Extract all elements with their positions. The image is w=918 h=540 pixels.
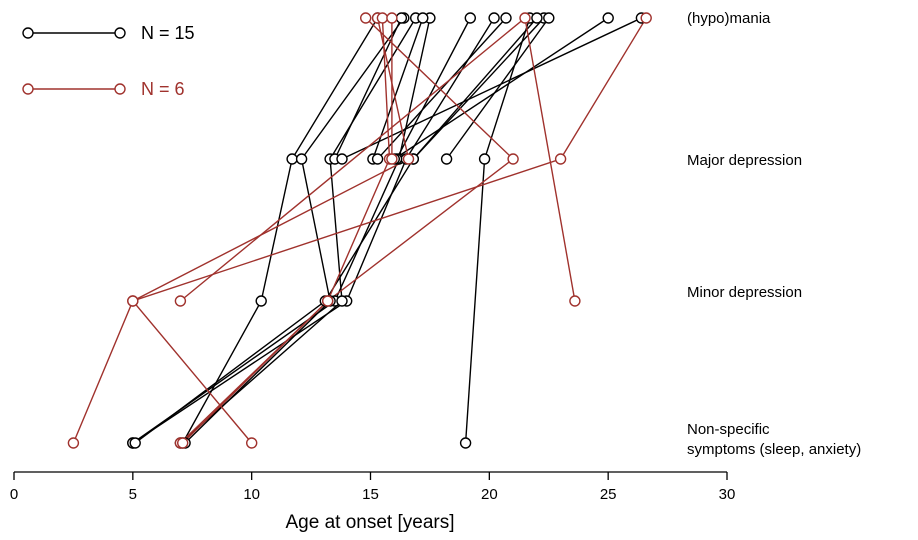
data-point-series1-12-2 (531, 12, 543, 24)
level-label-mania: (hypo)mania (687, 10, 771, 27)
legend-marker-n15-right (114, 27, 126, 39)
data-point-series2-5-1 (386, 153, 398, 165)
legend: N = 15 N = 6 (22, 23, 195, 99)
x-axis-title: Age at onset [years] (286, 512, 455, 533)
data-point-series1-7-2 (478, 153, 491, 165)
trajectory-line-series1-2 (132, 17, 495, 444)
trajectory-line-series1-5 (184, 17, 405, 444)
data-point-series1-14-2 (602, 12, 614, 24)
data-point-series1-10-2 (395, 12, 408, 24)
data-point-series1-7-1 (459, 437, 472, 449)
data-point-series2-4-1 (176, 437, 189, 449)
legend-label-n6: N = 6 (141, 79, 185, 99)
data-point-series2-5-2 (386, 12, 398, 24)
trajectory-line-series1-11 (377, 17, 507, 160)
data-point-series1-9-2 (464, 12, 476, 24)
data-point-series2-6-3 (569, 295, 581, 307)
trajectory-line-series2-3 (131, 17, 410, 444)
data-point-series1-8-2 (417, 12, 429, 24)
trajectory-line-series1-9 (395, 17, 471, 160)
data-point-series1-4-3 (286, 153, 298, 165)
data-point-series2-4-2 (322, 295, 334, 307)
trajectory-line-series2-4 (182, 17, 391, 444)
x-tick-label: 30 (719, 486, 736, 503)
data-point-series1-15-1 (336, 153, 348, 165)
data-point-series2-2-3 (507, 153, 519, 165)
data-point-series1-6-2 (336, 295, 348, 307)
data-point-series1-5-3 (295, 153, 308, 165)
data-point-series1-2-4 (488, 12, 500, 24)
data-point-series2-1-4 (640, 12, 652, 24)
x-tick-label: 20 (481, 486, 498, 503)
level-labels: (hypo)mania Major depression Minor depre… (687, 10, 861, 458)
x-axis: 0 5 10 15 20 25 30 Age at onset [years] (10, 471, 736, 533)
trajectory-points (67, 12, 652, 449)
legend-entry-n6: N = 6 (22, 79, 185, 99)
data-point-series1-3-1 (129, 437, 141, 449)
data-point-series2-3-1 (245, 437, 258, 449)
data-point-series1-13-1 (440, 153, 453, 165)
trajectory-line-series1-8 (372, 17, 424, 160)
data-point-series1-11-2 (500, 12, 512, 24)
trajectory-line-series1-6 (179, 17, 417, 444)
x-tick-label: 25 (600, 486, 617, 503)
x-tick-label: 15 (362, 486, 379, 503)
data-point-series1-11-1 (371, 153, 384, 165)
trajectory-line-series2-1 (72, 17, 647, 444)
data-point-series2-1-3 (554, 153, 567, 165)
data-point-series1-13-2 (543, 12, 555, 24)
x-ticks: 0 5 10 15 20 25 30 (10, 472, 736, 503)
trajectory-line-series1-14 (393, 17, 609, 160)
trajectory-line-series1-4 (182, 17, 379, 444)
data-point-series2-3-2 (127, 295, 139, 307)
data-point-series1-4-2 (255, 295, 267, 307)
legend-marker-n6-left (22, 83, 34, 95)
data-point-series2-1-1 (67, 437, 80, 449)
x-tick-label: 0 (10, 486, 18, 503)
legend-marker-n6-right (114, 83, 126, 95)
level-label-nonspecific-line2: symptoms (sleep, anxiety) (687, 441, 861, 458)
level-label-minor: Minor depression (687, 284, 802, 301)
legend-marker-n15-left (22, 27, 34, 39)
x-tick-label: 5 (129, 486, 137, 503)
level-label-major: Major depression (687, 152, 802, 169)
level-label-nonspecific-line1: Non-specific (687, 421, 770, 438)
legend-entry-n15: N = 15 (22, 23, 195, 43)
trajectory-line-series1-3 (134, 17, 545, 444)
trajectory-line-series1-12 (412, 17, 538, 160)
data-point-series2-4-4 (376, 12, 389, 24)
trajectory-line-series1-1 (132, 17, 431, 444)
data-point-series2-3-3 (402, 153, 415, 165)
data-point-series2-6-1 (174, 295, 187, 307)
trajectory-lines (72, 16, 647, 444)
trajectory-line-series1-13 (446, 17, 550, 160)
trajectory-line-series1-7 (464, 17, 531, 444)
data-point-series2-2-4 (360, 12, 372, 24)
x-tick-label: 10 (243, 486, 260, 503)
legend-label-n15: N = 15 (141, 23, 195, 43)
data-point-series2-6-2 (519, 12, 531, 24)
